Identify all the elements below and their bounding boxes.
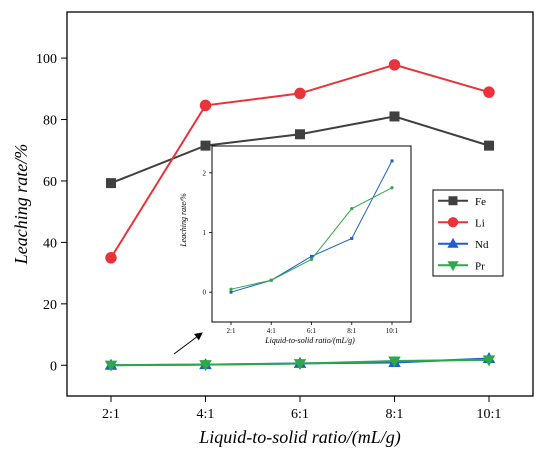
- data-point-fe: [295, 129, 305, 140]
- inset-arrow: [173, 332, 203, 355]
- inset-ticks: 0 1 2 2:1 4:1 6:1 8:1 10:1: [203, 169, 399, 335]
- main-series: [104, 59, 496, 372]
- x-tick-label: 6:1: [291, 407, 309, 422]
- legend-label-li: Li: [475, 217, 485, 229]
- x-axis-title: Liquid-to-solid ratio/(mL/g): [198, 427, 401, 448]
- inset-frame: [211, 145, 412, 323]
- data-point-li: [483, 86, 495, 98]
- data-point-li: [105, 252, 117, 264]
- inset-data-point-pr: [229, 287, 233, 291]
- legend-marker-li: [447, 217, 459, 228]
- data-point-pr: [199, 360, 212, 372]
- inset-y-tick-label: 1: [203, 229, 207, 237]
- y-tick-label: 100: [36, 52, 57, 67]
- inset-y-tick-label: 2: [203, 169, 207, 177]
- x-tick-label: 2:1: [102, 407, 120, 422]
- inset-data-point-pr: [390, 186, 394, 190]
- y-axis-title: Leaching rate/%: [11, 144, 31, 265]
- inset-x-tick-label: 8:1: [347, 327, 356, 335]
- inset-x-axis-title: Liquid-to-solid ratio/(mL/g): [264, 336, 355, 345]
- inset-data-point-pr: [269, 278, 273, 282]
- y-tick-label: 40: [43, 236, 57, 251]
- inset-x-tick-label: 4:1: [267, 327, 276, 335]
- data-point-li: [294, 87, 306, 100]
- legend-label-fe: Fe: [475, 196, 486, 208]
- legend-label-nd: Nd: [475, 239, 489, 251]
- legend: Fe Li Nd Pr: [432, 189, 504, 277]
- legend-box: [432, 189, 504, 277]
- data-point-fe: [106, 178, 116, 189]
- legend-marker-nd: [447, 237, 459, 248]
- inset-x-tick-label: 10:1: [386, 327, 399, 335]
- inset-data-point-pr: [350, 207, 354, 211]
- data-point-pr: [293, 359, 307, 371]
- data-point-fe: [484, 140, 494, 151]
- data-point-pr: [104, 360, 118, 372]
- data-point-pr: [482, 355, 496, 367]
- legend-marker-fe: [448, 196, 458, 206]
- y-tick-label: 20: [43, 298, 57, 313]
- inset-data-point-nd: [350, 236, 354, 240]
- x-tick-label: 10:1: [477, 407, 502, 422]
- data-point-li: [388, 59, 401, 71]
- data-point-li: [199, 99, 212, 112]
- x-tick-label: 8:1: [386, 407, 404, 422]
- data-point-pr: [388, 356, 401, 368]
- inset-y-tick-label: 0: [203, 289, 207, 297]
- legend-label-pr: Pr: [475, 260, 485, 272]
- y-tick-label: 0: [50, 359, 57, 374]
- inset-data-point-pr: [309, 257, 314, 261]
- legend-marker-pr: [447, 261, 459, 272]
- inset-x-tick-label: 2:1: [227, 327, 236, 335]
- inset-x-tick-label: 6:1: [307, 327, 316, 335]
- inset-series: [229, 159, 394, 294]
- inset-data-point-nd: [390, 159, 394, 163]
- inset-y-axis-title: Leaching rate/%: [179, 193, 188, 248]
- inset-data-point-nd: [229, 290, 233, 294]
- data-point-fe: [200, 140, 211, 151]
- data-point-fe: [389, 111, 400, 122]
- inset-data-point-nd: [310, 254, 313, 258]
- y-tick-label: 60: [43, 175, 57, 190]
- y-tick-label: 80: [43, 114, 57, 129]
- x-tick-label: 4:1: [197, 407, 215, 422]
